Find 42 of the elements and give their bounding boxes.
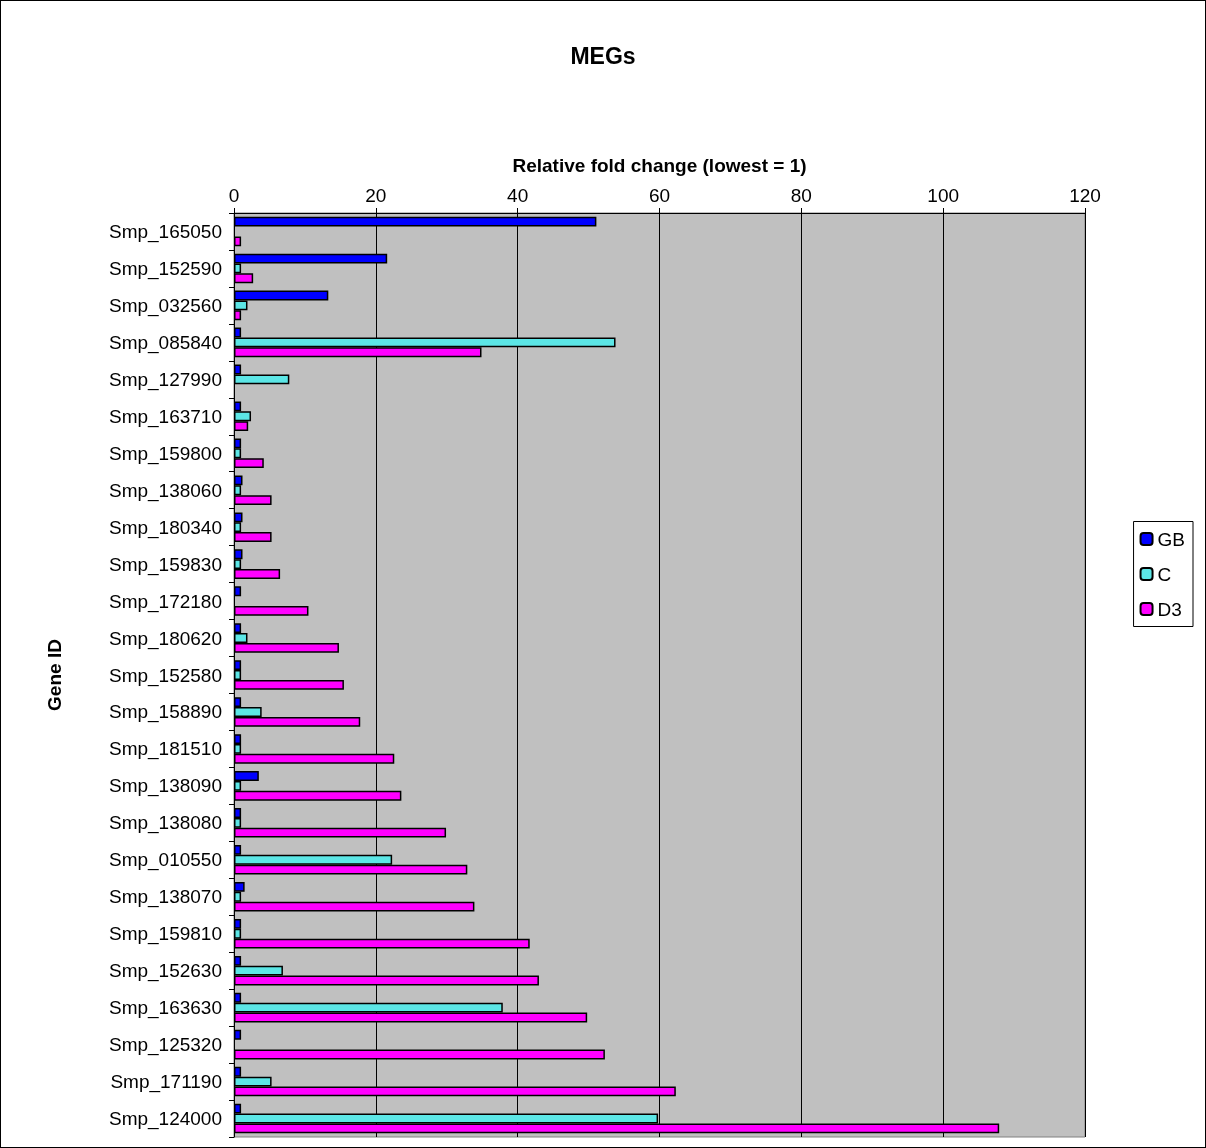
y-tick-label: Smp_138090 bbox=[108, 775, 222, 798]
legend-label: C bbox=[1157, 563, 1172, 585]
x-tick-label: 40 bbox=[507, 185, 529, 206]
x-tick-label: 80 bbox=[790, 185, 812, 206]
legend-label: GB bbox=[1157, 528, 1185, 550]
legend-label: D3 bbox=[1157, 598, 1182, 620]
x-tick-label: 120 bbox=[1069, 185, 1101, 206]
y-tick-label: Smp_159830 bbox=[108, 553, 222, 576]
y-tick-label: Smp_085840 bbox=[108, 331, 222, 354]
chart-title: MEGs bbox=[570, 42, 636, 69]
y-tick-label: Smp_138060 bbox=[108, 479, 222, 502]
y-tick-label: Smp_138080 bbox=[108, 812, 222, 835]
y-tick-label: Smp_165050 bbox=[108, 220, 222, 243]
y-tick-label: Smp_127990 bbox=[108, 368, 222, 391]
y-tick-label: Smp_181510 bbox=[108, 738, 222, 761]
y-tick-label: Smp_032560 bbox=[108, 294, 222, 317]
x-tick-label: 20 bbox=[365, 185, 387, 206]
x-tick-label: 100 bbox=[927, 185, 960, 206]
y-tick-label: Smp_152590 bbox=[108, 257, 222, 280]
y-tick-label: Smp_171190 bbox=[110, 1071, 222, 1094]
y-tick-label: Smp_163710 bbox=[108, 405, 222, 428]
y-tick-label: Smp_158890 bbox=[108, 701, 222, 724]
y-tick-label: Smp_124000 bbox=[108, 1108, 222, 1131]
y-tick-label: Smp_159810 bbox=[108, 923, 222, 946]
y-tick-label: Smp_010550 bbox=[108, 849, 222, 872]
bar bbox=[234, 236, 242, 247]
bar bbox=[234, 1029, 242, 1040]
y-tick-label: Smp_172180 bbox=[108, 590, 222, 613]
y-tick-label: Smp_180620 bbox=[108, 627, 222, 650]
y-tick-label: Smp_159800 bbox=[108, 442, 222, 465]
y-tick-label: Smp_125320 bbox=[108, 1034, 222, 1057]
bar bbox=[234, 606, 309, 616]
bar bbox=[234, 586, 242, 597]
x-tick-label: 0 bbox=[228, 185, 240, 206]
y-tick-label: Smp_152630 bbox=[108, 960, 222, 983]
y-axis-title: Gene ID bbox=[44, 639, 65, 711]
y-tick-label: Smp_138070 bbox=[108, 886, 222, 909]
x-tick-label: 60 bbox=[648, 185, 671, 206]
y-tick-label: Smp_180340 bbox=[108, 516, 222, 539]
x-axis-title: Relative fold change (lowest = 1) bbox=[512, 155, 807, 176]
y-tick-label: Smp_163630 bbox=[108, 997, 222, 1020]
y-tick-label: Smp_152580 bbox=[108, 664, 222, 687]
